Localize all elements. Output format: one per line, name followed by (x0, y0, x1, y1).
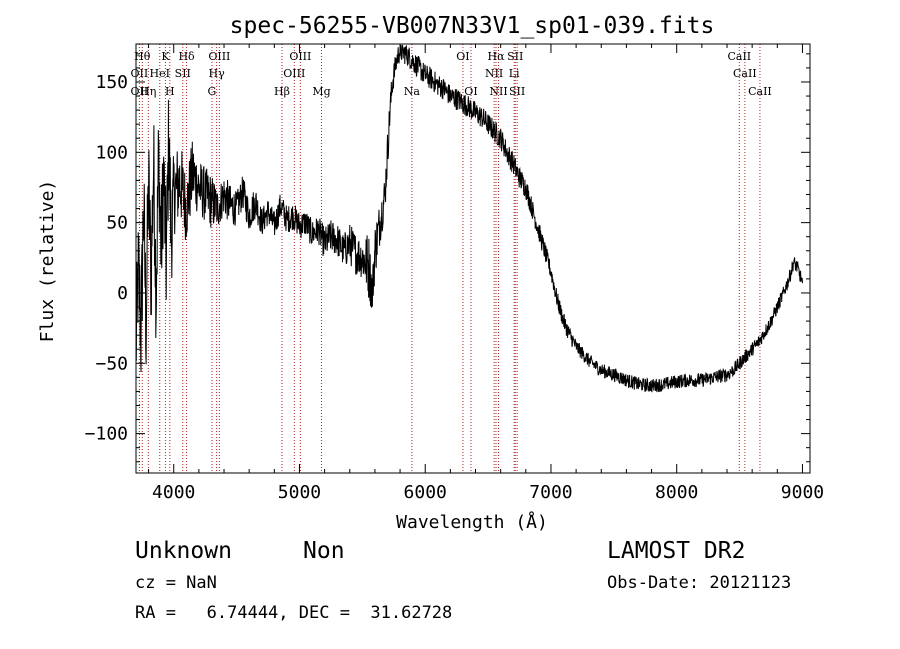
obs-date: Obs-Date: 20121123 (607, 573, 792, 593)
line-label: Hθ (134, 50, 151, 63)
line-label: CaII (733, 67, 757, 80)
line-label: Mg (312, 85, 330, 98)
line-label: NII (489, 85, 507, 98)
y-tick-label: 150 (95, 72, 128, 93)
line-label: CaII (748, 85, 772, 98)
chart-title: spec-56255-VB007N33V1_sp01-039.fits (230, 13, 715, 39)
line-label: Hγ (209, 67, 226, 80)
line-label: OI (464, 85, 477, 98)
line-label: Li (509, 67, 520, 80)
line-label: K (161, 50, 170, 63)
line-label: SII (509, 85, 525, 98)
line-label: OII (131, 67, 149, 80)
redshift-cz: cz = NaN (135, 573, 217, 593)
line-label: HeI (150, 67, 170, 80)
line-label: OIII (289, 50, 311, 63)
line-label: SII (507, 50, 523, 63)
x-tick-label: 4000 (152, 482, 195, 503)
line-label: Hα (487, 50, 505, 63)
line-label: OIII (283, 67, 305, 80)
line-label: OI (456, 50, 469, 63)
spectral-line-markers (138, 44, 761, 473)
line-label: H (165, 85, 175, 98)
y-tick-label: 0 (117, 283, 128, 304)
x-tick-label: 8000 (655, 482, 698, 503)
line-label: Na (404, 85, 421, 98)
x-tick-label: 9000 (781, 482, 824, 503)
x-tick-label: 5000 (278, 482, 321, 503)
survey-name: LAMOST DR2 (607, 538, 746, 564)
object-subclass: Non (303, 538, 345, 564)
spectrum-line (135, 44, 803, 393)
line-label: NII (485, 67, 503, 80)
x-axis-label: Wavelength (Å) (396, 511, 548, 533)
x-tick-label: 7000 (529, 482, 572, 503)
x-axis-ticks: 4000 5000 6000 7000 8000 9000 (148, 44, 824, 503)
ra-dec: RA = 6.74444, DEC = 31.62728 (135, 603, 453, 623)
y-tick-label: −50 (95, 353, 128, 374)
y-axis-label: Flux (relative) (37, 180, 58, 343)
line-label: SII (175, 67, 191, 80)
y-tick-label: −100 (85, 424, 128, 445)
x-tick-label: 6000 (404, 482, 447, 503)
line-label: OIII (208, 50, 230, 63)
line-label: OII (131, 85, 149, 98)
y-tick-label: 50 (106, 213, 128, 234)
plot-frame (135, 43, 811, 474)
line-label: G (208, 85, 217, 98)
line-label: Hη (140, 85, 156, 98)
line-label: Hβ (274, 85, 290, 98)
y-tick-label: 100 (95, 142, 128, 163)
object-class: Unknown (135, 538, 232, 564)
line-label: CaII (727, 50, 751, 63)
y-axis-ticks: −100 −50 0 50 100 150 (85, 53, 810, 463)
line-label: Hδ (178, 50, 195, 63)
